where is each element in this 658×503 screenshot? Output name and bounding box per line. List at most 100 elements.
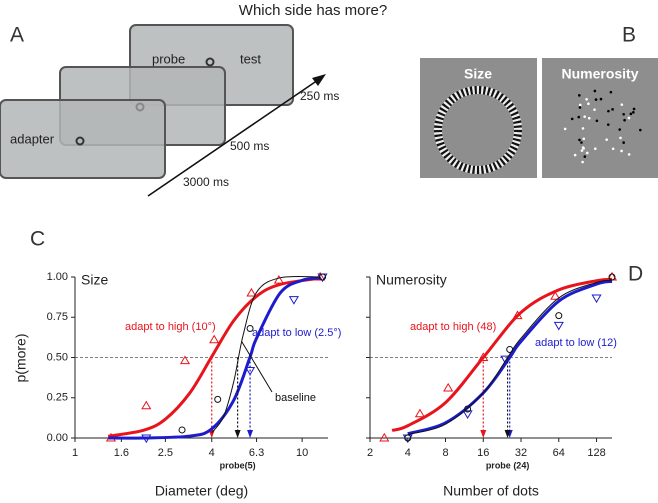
dot: [582, 137, 586, 141]
data-point: [443, 382, 454, 392]
y-tick-label: 0.00: [47, 432, 68, 444]
dot: [623, 118, 626, 122]
series-label: baseline: [275, 392, 316, 404]
data-point: [553, 321, 564, 331]
probe-dot: [205, 57, 215, 67]
fit-curve: [407, 279, 613, 435]
dot: [580, 149, 584, 152]
data-point: [591, 294, 602, 304]
dot: [593, 89, 597, 93]
pse-arrow: [504, 430, 511, 438]
data-point: [315, 271, 326, 281]
fit-curve: [407, 279, 613, 436]
data-point: [506, 345, 514, 353]
x-tick-label: 64: [553, 447, 565, 459]
dot: [632, 107, 636, 111]
data-point: [414, 408, 425, 418]
panel-label: B: [622, 24, 636, 47]
pse-arrow: [247, 430, 254, 438]
x-tick-label: 2: [367, 447, 373, 459]
dot: [632, 111, 635, 114]
label-pointer: [241, 341, 273, 393]
y-tick-label: 0.50: [47, 351, 68, 363]
dot: [582, 147, 585, 150]
dot: [578, 138, 581, 142]
dot: [578, 94, 581, 97]
dot: [605, 138, 608, 141]
x-tick-label: 128: [587, 447, 605, 459]
dot: [578, 103, 582, 107]
series-label: adapt to high (48): [410, 321, 496, 333]
x-tick-label: 4: [405, 447, 411, 459]
data-point: [141, 434, 152, 444]
dot: [609, 90, 613, 94]
chart-title: Size: [81, 272, 108, 288]
dot: [607, 109, 610, 113]
probe-text: probe: [152, 51, 185, 66]
pse-arrow: [208, 430, 215, 438]
time-arrow: [147, 79, 319, 197]
dot: [619, 136, 622, 140]
y-tick-label: 1.00: [47, 271, 68, 283]
stimulus-title: Numerosity: [561, 66, 638, 82]
panel-label: A: [10, 24, 24, 47]
y-tick-label: 0.75: [47, 311, 68, 323]
data-point: [500, 355, 511, 365]
data-point: [608, 273, 616, 281]
test-text: test: [240, 51, 261, 66]
data-point: [319, 273, 327, 281]
duration: 250 ms: [300, 89, 339, 103]
data-point: [178, 426, 186, 434]
arrow-head: [312, 74, 326, 86]
dot: [580, 141, 583, 144]
series-label: adapt to low (2.5°): [252, 327, 341, 339]
dot: [622, 141, 625, 144]
data-point: [273, 275, 284, 284]
ring-stripes: [434, 86, 522, 174]
data-point: [214, 395, 222, 403]
fit-curve: [107, 276, 321, 438]
dot: [627, 116, 631, 120]
dot: [577, 115, 581, 119]
x-tick-label: 10: [296, 447, 308, 459]
adapter-dot: [75, 136, 85, 146]
data-point: [209, 334, 220, 344]
dot: [595, 119, 599, 123]
adapter-text: adapter: [10, 131, 55, 146]
dot: [594, 98, 598, 101]
series-label: adapt to high (10°): [125, 321, 216, 333]
x-tick-label: 2.5: [158, 447, 173, 459]
fit-curve: [391, 277, 613, 432]
dot: [583, 155, 587, 158]
dot: [618, 128, 621, 131]
series-label: adapt to low (12): [535, 337, 617, 349]
data-point: [246, 325, 254, 333]
question: Which side has more?: [239, 2, 387, 19]
x-tick-label: 1: [72, 447, 78, 459]
x-axis-label: Number of dots: [443, 483, 539, 499]
data-point: [464, 405, 472, 413]
duration: 3000 ms: [183, 175, 229, 189]
panel-label: D: [628, 263, 643, 286]
data-point: [512, 310, 523, 320]
x-tick-label: 6.3: [249, 447, 264, 459]
data-point: [555, 312, 563, 320]
stimulus-numerosity: [542, 58, 658, 178]
dot: [135, 102, 145, 112]
fit-curve: [108, 276, 321, 440]
data-point: [404, 434, 412, 442]
panel-label: C: [30, 228, 45, 251]
dot: [599, 97, 603, 101]
dot-array: [563, 89, 642, 164]
x-tick-label: 16: [477, 447, 489, 459]
data-point: [478, 352, 489, 361]
dot: [570, 117, 574, 121]
x-axis-label: Diameter (deg): [155, 483, 248, 499]
probe-label: probe(5): [220, 460, 256, 470]
dot: [639, 128, 642, 132]
chart-title: Numerosity: [376, 272, 447, 288]
dot: [611, 108, 614, 111]
dot: [622, 112, 625, 116]
data-point: [246, 287, 257, 297]
